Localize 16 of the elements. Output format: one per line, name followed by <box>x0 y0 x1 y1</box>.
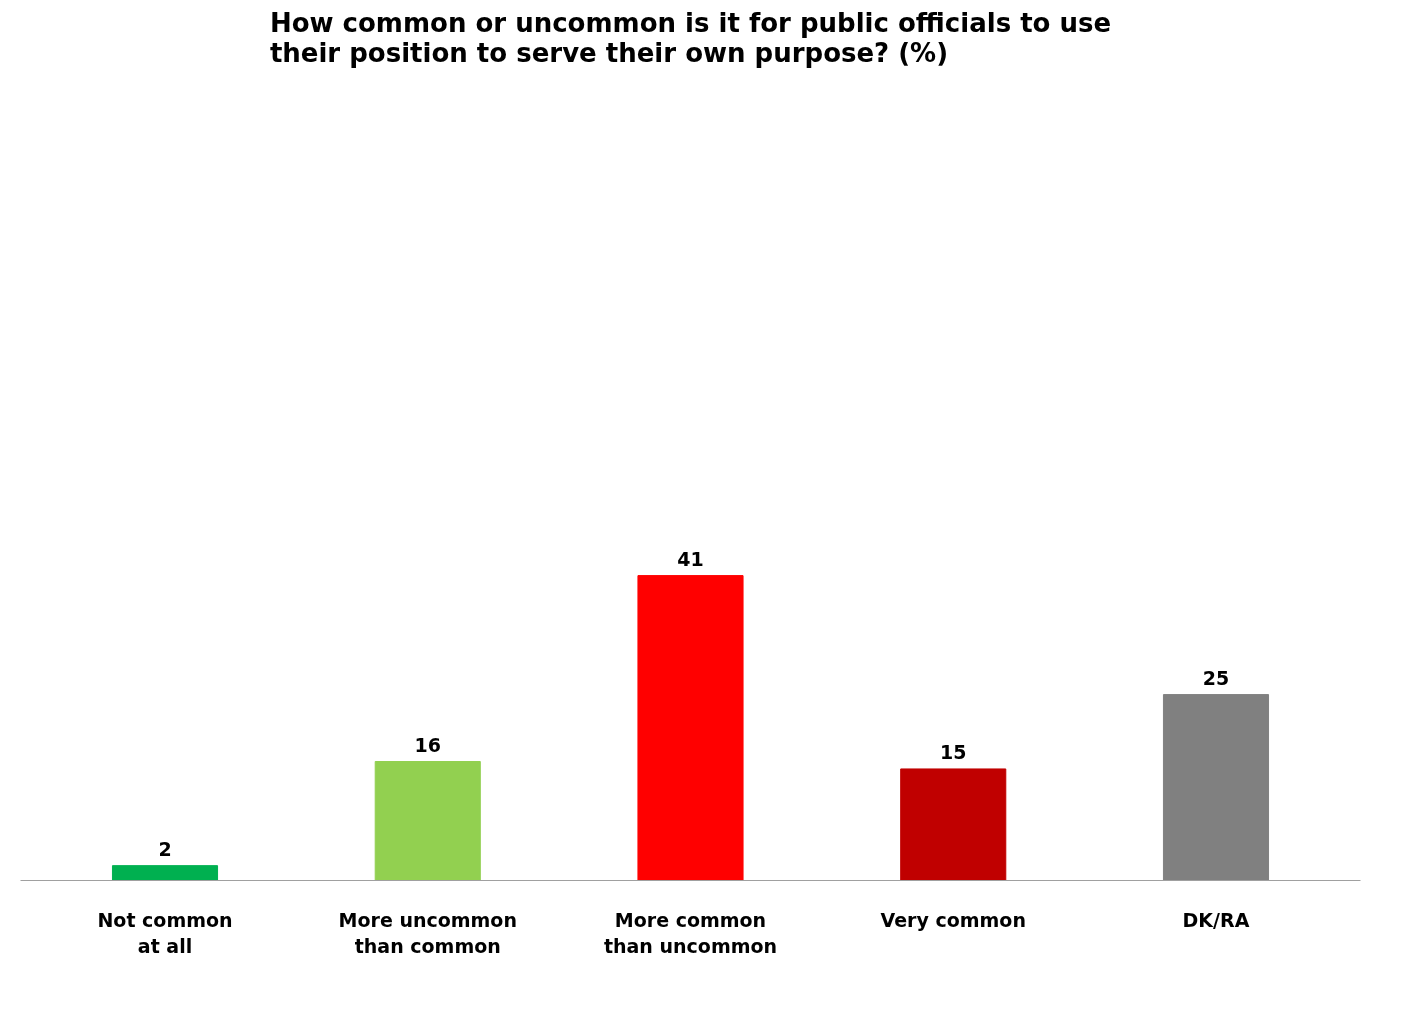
x-tick-label: Not common at all <box>97 908 233 957</box>
x-tick-label: More common than uncommon <box>603 908 778 957</box>
data-label: 15 <box>940 740 967 763</box>
data-label: 2 <box>158 837 172 860</box>
data-label: 25 <box>1202 666 1230 689</box>
bar <box>900 768 1007 881</box>
bar <box>374 761 481 881</box>
data-label: 16 <box>414 733 441 756</box>
x-tick-label: Very common <box>880 908 1026 931</box>
x-tick-label: More uncommon than common <box>338 908 517 957</box>
bar <box>637 575 744 881</box>
bar <box>111 865 219 881</box>
x-tick-label: DK/RA <box>1182 908 1250 931</box>
data-label: 41 <box>677 547 704 570</box>
chart-title: How common or uncommon is it for public officials to use their position to serve their own purpose? (%) <box>269 7 1112 68</box>
bar <box>1162 694 1270 881</box>
